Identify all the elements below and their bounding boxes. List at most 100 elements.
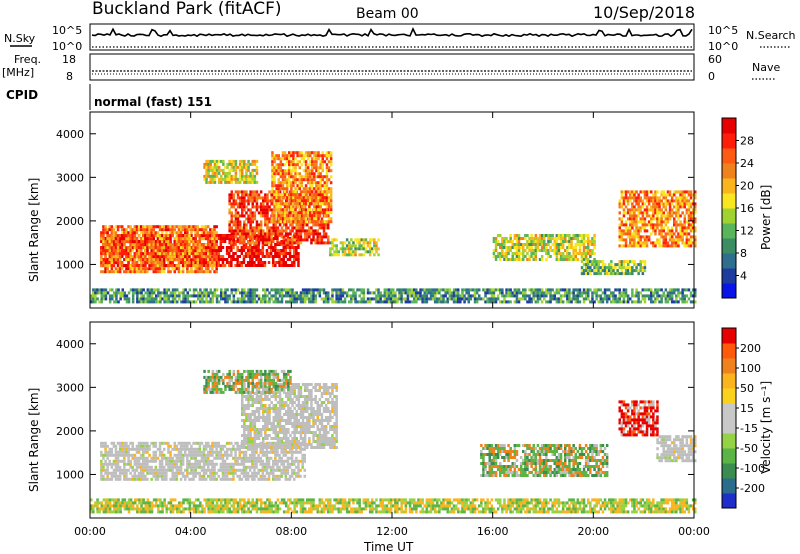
heatmap-cell (236, 261, 239, 264)
heatmap-cell (400, 294, 403, 298)
heatmap-cell (624, 232, 628, 236)
nsky-panel: N.Sky 10^5 10^0 10^5 10^0 N.Search (4, 23, 796, 53)
heatmap-cell (337, 300, 340, 304)
heatmap-cell (249, 217, 252, 221)
heatmap-cell (152, 261, 155, 265)
heatmap-cell (283, 172, 287, 176)
heatmap-cell (232, 199, 236, 203)
heatmap-cell (666, 202, 670, 206)
heatmap-cell (271, 160, 274, 164)
heatmap-cell (241, 162, 244, 166)
heatmap-cell (526, 246, 529, 249)
heatmap-cell (205, 288, 208, 292)
heatmap-cell (593, 246, 596, 249)
heatmap-cell (666, 193, 670, 197)
heatmap-cell (123, 258, 126, 261)
heatmap-cell (288, 175, 291, 179)
heatmap-cell (148, 297, 152, 301)
heatmap-cell (629, 226, 632, 230)
heatmap-cell (152, 246, 155, 250)
heatmap-cell (413, 294, 416, 298)
heatmap-cell (677, 196, 680, 200)
heatmap-cell (184, 294, 187, 298)
heatmap-cell (167, 240, 170, 244)
heatmap-cell (368, 300, 372, 304)
heatmap-cell (366, 291, 370, 295)
heatmap-cell (280, 294, 284, 298)
heatmap-cell (138, 291, 141, 295)
heatmap-cell (652, 196, 655, 200)
heatmap-cell (290, 190, 293, 194)
heatmap-cell (167, 228, 170, 232)
heatmap-cell (327, 235, 330, 239)
heatmap-cell (283, 163, 287, 167)
heatmap-cell (279, 163, 283, 167)
heatmap-cell (209, 243, 212, 247)
heatmap-cell (467, 294, 470, 298)
heatmap-cell (144, 252, 147, 256)
heatmap-cell (169, 243, 172, 247)
heatmap-cell (171, 243, 174, 247)
heatmap-cell (633, 190, 636, 194)
heatmap-cell (584, 249, 588, 252)
heatmap-cell (574, 237, 577, 240)
heatmap-cell (540, 240, 544, 243)
heatmap-cell (694, 196, 697, 200)
heatmap-cell (190, 258, 193, 262)
heatmap-cell (215, 297, 219, 301)
heatmap-cell (159, 294, 162, 298)
heatmap-cell (104, 288, 108, 292)
heatmap-cell (236, 238, 240, 242)
heatmap-cell (304, 169, 308, 173)
heatmap-cell (475, 291, 479, 295)
heatmap-cell (184, 255, 187, 259)
heatmap-cell (255, 208, 259, 212)
heatmap-cell (313, 202, 316, 206)
heatmap-cell (350, 300, 353, 304)
heatmap-cell (289, 241, 292, 245)
heatmap-cell (116, 267, 120, 271)
heatmap-cell (278, 241, 282, 245)
heatmap-cell (316, 291, 319, 295)
heatmap-cell (664, 193, 668, 197)
heatmap-cell (681, 193, 684, 197)
heatmap-cell (246, 246, 250, 249)
heatmap-cell (213, 252, 216, 256)
heatmap-cell (532, 291, 535, 295)
heatmap-cell (113, 300, 116, 304)
heatmap-cell (673, 193, 676, 197)
heatmap-cell (280, 235, 284, 239)
heatmap-cell (200, 264, 204, 268)
heatmap-cell (253, 261, 256, 264)
heatmap-cell (641, 202, 645, 206)
heatmap-cell (291, 235, 294, 239)
heatmap-cell (290, 187, 293, 191)
heatmap-cell (139, 252, 143, 256)
heatmap-cell (377, 294, 380, 298)
heatmap-cell (325, 199, 329, 203)
heatmap-cell (616, 288, 619, 292)
heatmap-cell (490, 297, 494, 301)
heatmap-cell (276, 211, 280, 215)
heatmap-cell (273, 175, 276, 179)
heatmap-cell (501, 255, 504, 258)
heatmap-cell (247, 214, 250, 218)
heatmap-cell (238, 177, 242, 181)
heatmap-cell (643, 244, 647, 248)
heatmap-cell (167, 270, 170, 274)
heatmap-cell (298, 178, 301, 182)
heatmap-cell (228, 229, 231, 233)
heatmap-cell (204, 255, 208, 259)
heatmap-cell (532, 252, 535, 255)
heatmap-cell (484, 288, 487, 292)
heatmap-cell (203, 288, 206, 292)
heatmap-cell (226, 297, 229, 301)
heatmap-cell (666, 294, 670, 298)
heatmap-cell (152, 300, 156, 304)
heatmap-cell (308, 235, 311, 239)
heatmap-cell (245, 180, 248, 184)
heatmap-cell (513, 300, 517, 304)
heatmap-cell (116, 246, 120, 250)
heatmap-cell (589, 263, 592, 267)
heatmap-cell (492, 300, 496, 304)
